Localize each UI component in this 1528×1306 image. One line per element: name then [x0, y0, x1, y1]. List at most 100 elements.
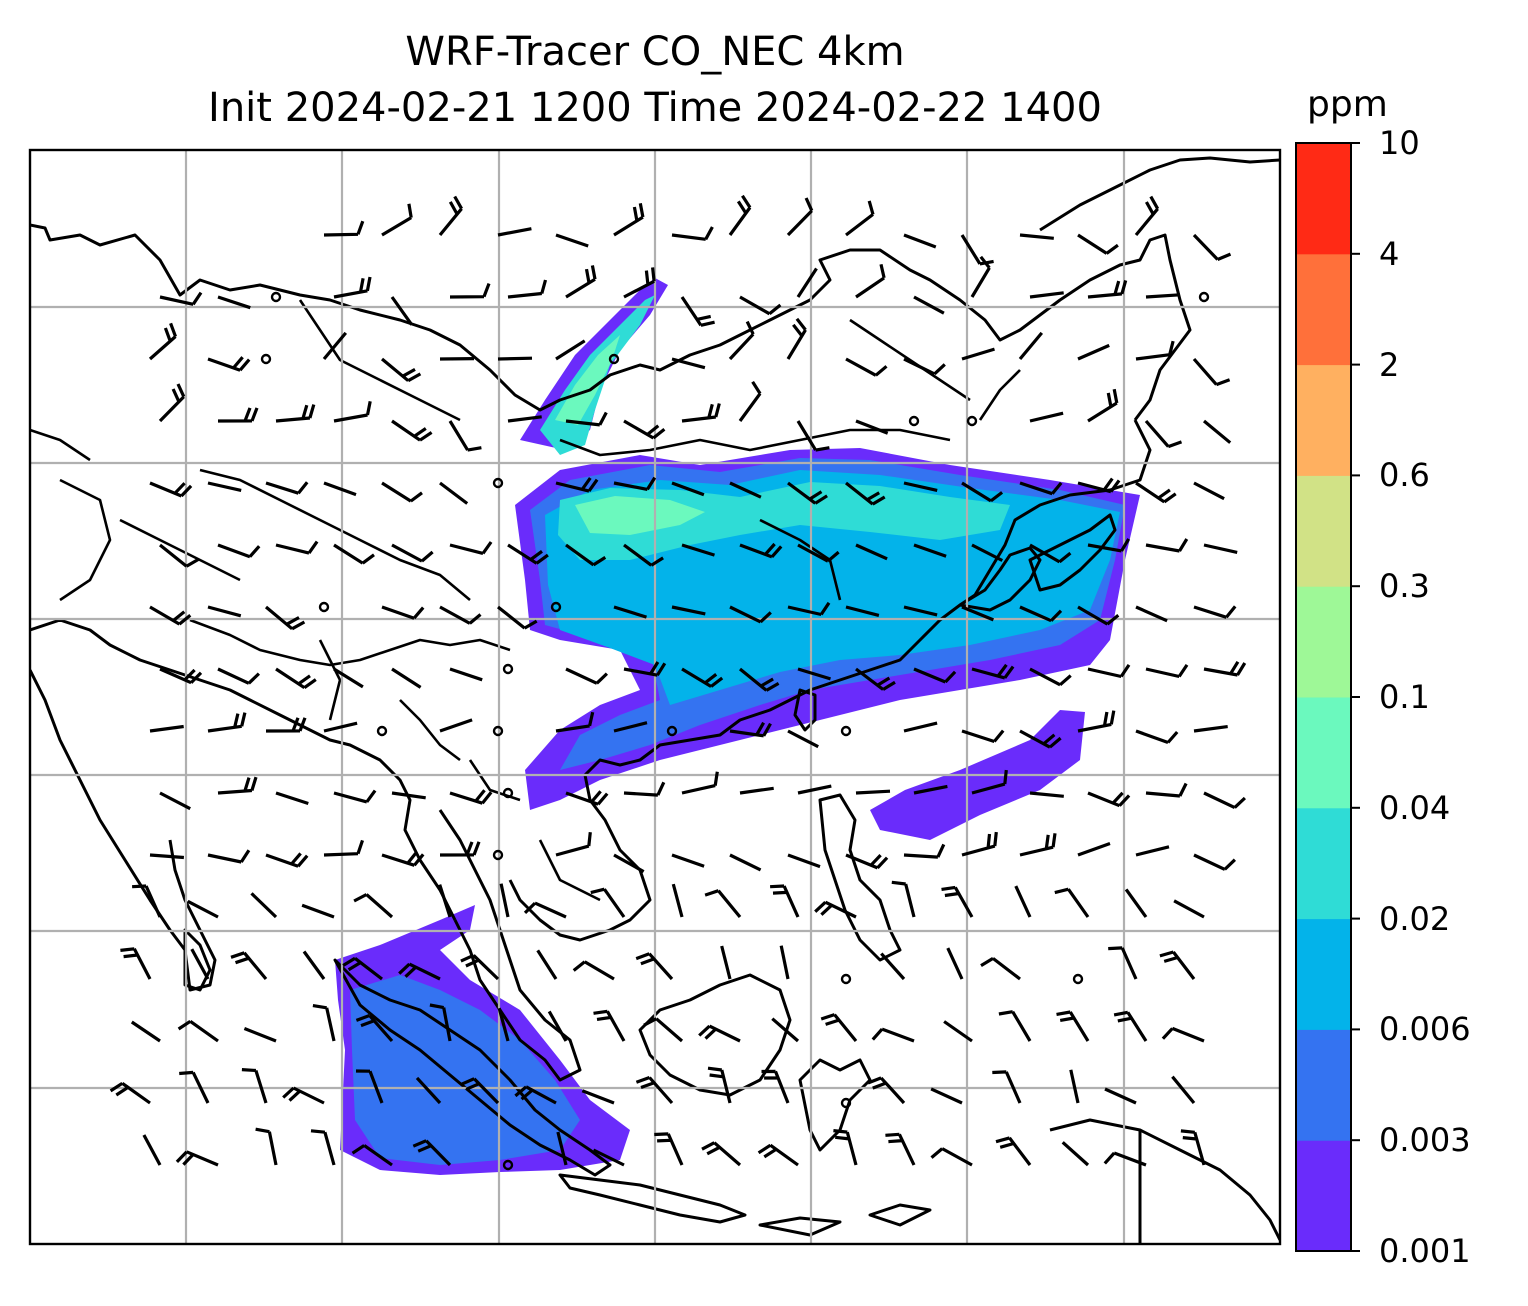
wind-barb: [1145, 664, 1189, 679]
wind-barb: [353, 893, 394, 919]
wind-barb: [207, 481, 242, 492]
wind-barb: [680, 296, 715, 327]
calm-wind-circle: [492, 477, 504, 489]
wind-barb: [523, 901, 567, 919]
wind-barb: [623, 543, 664, 567]
wind-barb: [572, 960, 615, 981]
wind-barb: [439, 718, 473, 733]
colorbar-tick-label: 0.3: [1379, 567, 1430, 606]
wind-barb: [391, 791, 426, 800]
colorbar-band: [1296, 253, 1351, 366]
coastline-sulawesi: [798, 1058, 872, 1152]
wind-barb: [355, 1014, 394, 1043]
wind-barb: [1135, 481, 1177, 504]
wind-barb: [592, 1148, 625, 1167]
calm-wind-circle: [270, 291, 282, 303]
wind-barb: [961, 831, 998, 857]
wind-barb: [654, 1132, 684, 1166]
wind-barb: [1145, 782, 1188, 798]
wind-barb: [333, 667, 364, 689]
wind-barb: [217, 543, 261, 559]
wind-barb: [333, 543, 375, 565]
wind-barb: [729, 605, 772, 624]
wind-barb: [323, 220, 365, 237]
wind-barb: [971, 543, 1004, 562]
wind-barb: [590, 887, 626, 918]
wind-barb: [1135, 340, 1175, 361]
wind-barb: [707, 1066, 732, 1104]
wind-barb: [312, 1004, 336, 1042]
wind-barb: [623, 419, 666, 440]
wind-barb: [770, 884, 800, 918]
wind-barb: [565, 667, 609, 685]
wind-barb: [1104, 1087, 1137, 1105]
wind-barb: [565, 265, 597, 299]
wind-barb: [217, 407, 259, 423]
wind-barb: [187, 899, 219, 919]
wind-barb: [449, 541, 493, 555]
colorbar-tick-label: 0.003: [1379, 1121, 1471, 1160]
wind-barb: [449, 283, 491, 299]
wind-barb: [820, 1013, 858, 1043]
wind-barb: [681, 771, 719, 795]
wind-barb: [507, 543, 549, 565]
wind-barb: [903, 721, 938, 733]
wind-barb: [885, 1132, 916, 1166]
wind-barb: [1069, 1069, 1080, 1104]
wind-barb: [1087, 664, 1131, 679]
wind-barb: [555, 832, 592, 857]
wind-barb: [779, 945, 790, 980]
colorbar-tick-label: 0.006: [1379, 1010, 1471, 1049]
wind-barb: [1173, 899, 1205, 919]
wind-barb: [681, 667, 724, 688]
wind-barb: [250, 892, 278, 919]
wind-barb: [241, 1068, 268, 1104]
wind-barb: [729, 481, 762, 499]
calm-wind-circle: [840, 725, 852, 737]
wind-barb: [970, 255, 991, 298]
colorbar-band: [1296, 918, 1351, 1030]
wind-barb: [903, 357, 946, 376]
plume-band-5: [575, 496, 705, 535]
wind-barb: [1077, 343, 1110, 361]
wind-barb: [439, 605, 482, 625]
wind-barb: [391, 667, 422, 689]
wind-barb: [547, 1010, 568, 1042]
calm-wind-circle: [550, 601, 562, 613]
wind-barb-layer: [109, 194, 1247, 1171]
wind-barb: [1108, 946, 1138, 980]
wind-barb: [971, 769, 1008, 795]
wind-barb: [322, 331, 348, 361]
wind-barb: [355, 1069, 384, 1104]
wind-barb: [845, 605, 880, 617]
wind-barb: [429, 1003, 452, 1042]
wind-barb: [1019, 481, 1063, 496]
wind-barb: [310, 1129, 336, 1166]
wind-barb: [207, 849, 251, 864]
wind-barb: [1019, 605, 1063, 623]
wind-barb: [1135, 605, 1168, 623]
wind-barb: [275, 667, 317, 690]
wind-barb: [1202, 419, 1232, 444]
wind-barb: [217, 295, 251, 310]
wind-barb: [855, 419, 889, 435]
wind-barb: [179, 1070, 210, 1104]
wind-barb: [913, 784, 948, 795]
coastline-india-west: [30, 669, 217, 992]
wind-barb: [681, 403, 721, 423]
wind-barb: [891, 880, 916, 918]
colorbar-band: [1296, 807, 1351, 920]
wind-barb: [555, 477, 599, 493]
wind-barb: [871, 1027, 915, 1043]
wind-barb: [158, 543, 200, 568]
wind-barb: [243, 1027, 277, 1043]
colorbar-band: [1296, 475, 1351, 587]
wind-barb: [903, 233, 937, 249]
wind-barb: [264, 605, 306, 631]
coastline-lesser-sunda: [758, 1216, 842, 1237]
wind-barb: [1014, 885, 1032, 918]
colorbar-band: [1296, 1140, 1351, 1252]
wind-barb: [681, 543, 715, 557]
wind-barb: [449, 789, 493, 805]
map-border: [28, 148, 1282, 1246]
